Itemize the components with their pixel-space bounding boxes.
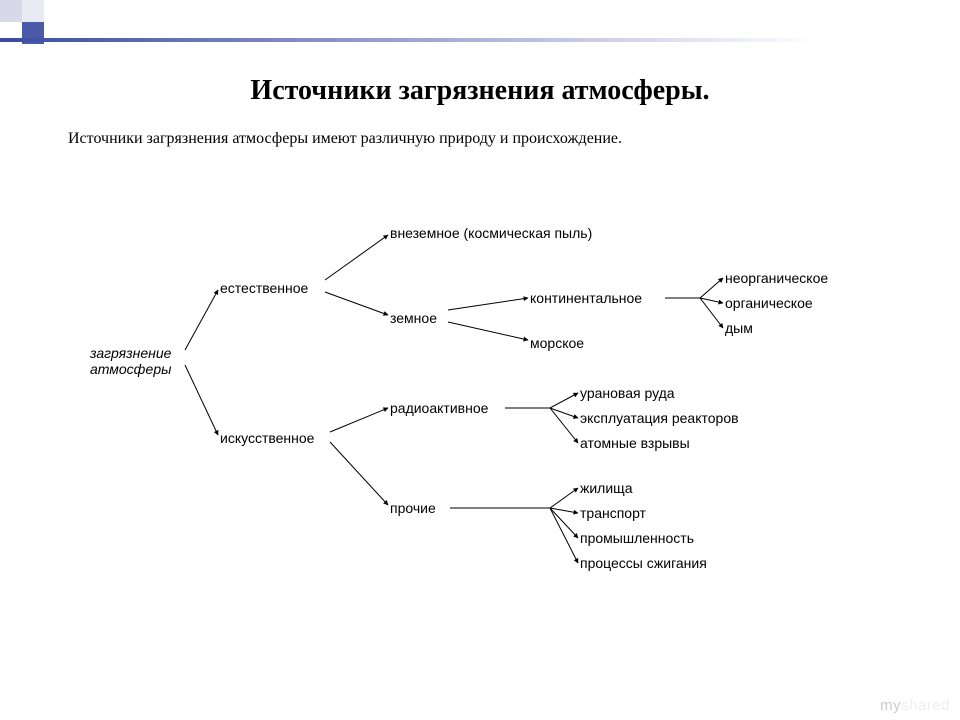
tree-node-other: прочие	[390, 500, 436, 516]
tree-node-uranium: урановая руда	[580, 385, 675, 401]
tree-node-continental: континентальное	[530, 290, 642, 306]
tree-edge	[330, 408, 388, 432]
corner-decor	[0, 0, 100, 40]
decor-square	[0, 0, 22, 22]
tree-node-radioactive: радиоактивное	[390, 400, 488, 416]
tree-edge	[448, 298, 528, 310]
classification-tree: загрязнениеатмосферы естественное искусств…	[90, 200, 890, 620]
tree-edge	[450, 508, 578, 513]
tree-edge	[448, 322, 528, 340]
tree-node-marine: морское	[530, 335, 584, 351]
tree-edge	[450, 508, 578, 538]
tree-node-industry: промышленность	[580, 530, 694, 546]
tree-edge	[665, 298, 723, 303]
header-divider	[0, 38, 960, 42]
tree-edges	[90, 200, 890, 620]
page-title: Источники загрязнения атмосферы.	[150, 75, 810, 107]
page-subtitle: Источники загрязнения атмосферы имеют ра…	[68, 130, 622, 148]
tree-edge	[505, 408, 578, 418]
tree-node-extraterr: внеземное (космическая пыль)	[390, 225, 592, 241]
tree-node-natural: естественное	[220, 280, 308, 296]
tree-node-transport: транспорт	[580, 505, 646, 521]
tree-edge	[665, 278, 723, 298]
decor-square	[22, 0, 44, 22]
tree-edge	[185, 365, 218, 435]
tree-edge	[325, 292, 388, 315]
tree-edge	[325, 235, 388, 280]
tree-node-nuclear: атомные взрывы	[580, 435, 690, 451]
tree-edge	[450, 488, 578, 508]
tree-node-smoke: дым	[725, 320, 753, 336]
watermark-text: my	[880, 697, 901, 714]
tree-node-terrestrial: земное	[390, 310, 437, 326]
tree-edge	[665, 298, 723, 328]
tree-edge	[330, 442, 388, 505]
tree-edge	[505, 408, 578, 443]
tree-node-artificial: искусственное	[220, 430, 314, 446]
tree-edge	[505, 393, 578, 408]
tree-edge	[450, 508, 578, 563]
tree-edge	[185, 290, 218, 350]
watermark: myshared	[880, 697, 950, 714]
tree-node-root: загрязнениеатмосферы	[90, 345, 171, 377]
tree-node-reactors: эксплуатация реакторов	[580, 410, 739, 426]
tree-node-combustion: процессы сжигания	[580, 555, 707, 571]
tree-node-organic: органическое	[725, 295, 813, 311]
tree-node-inorganic: неорганическое	[725, 270, 828, 286]
tree-node-dwellings: жилища	[580, 480, 632, 496]
watermark-text: shared	[901, 697, 950, 714]
